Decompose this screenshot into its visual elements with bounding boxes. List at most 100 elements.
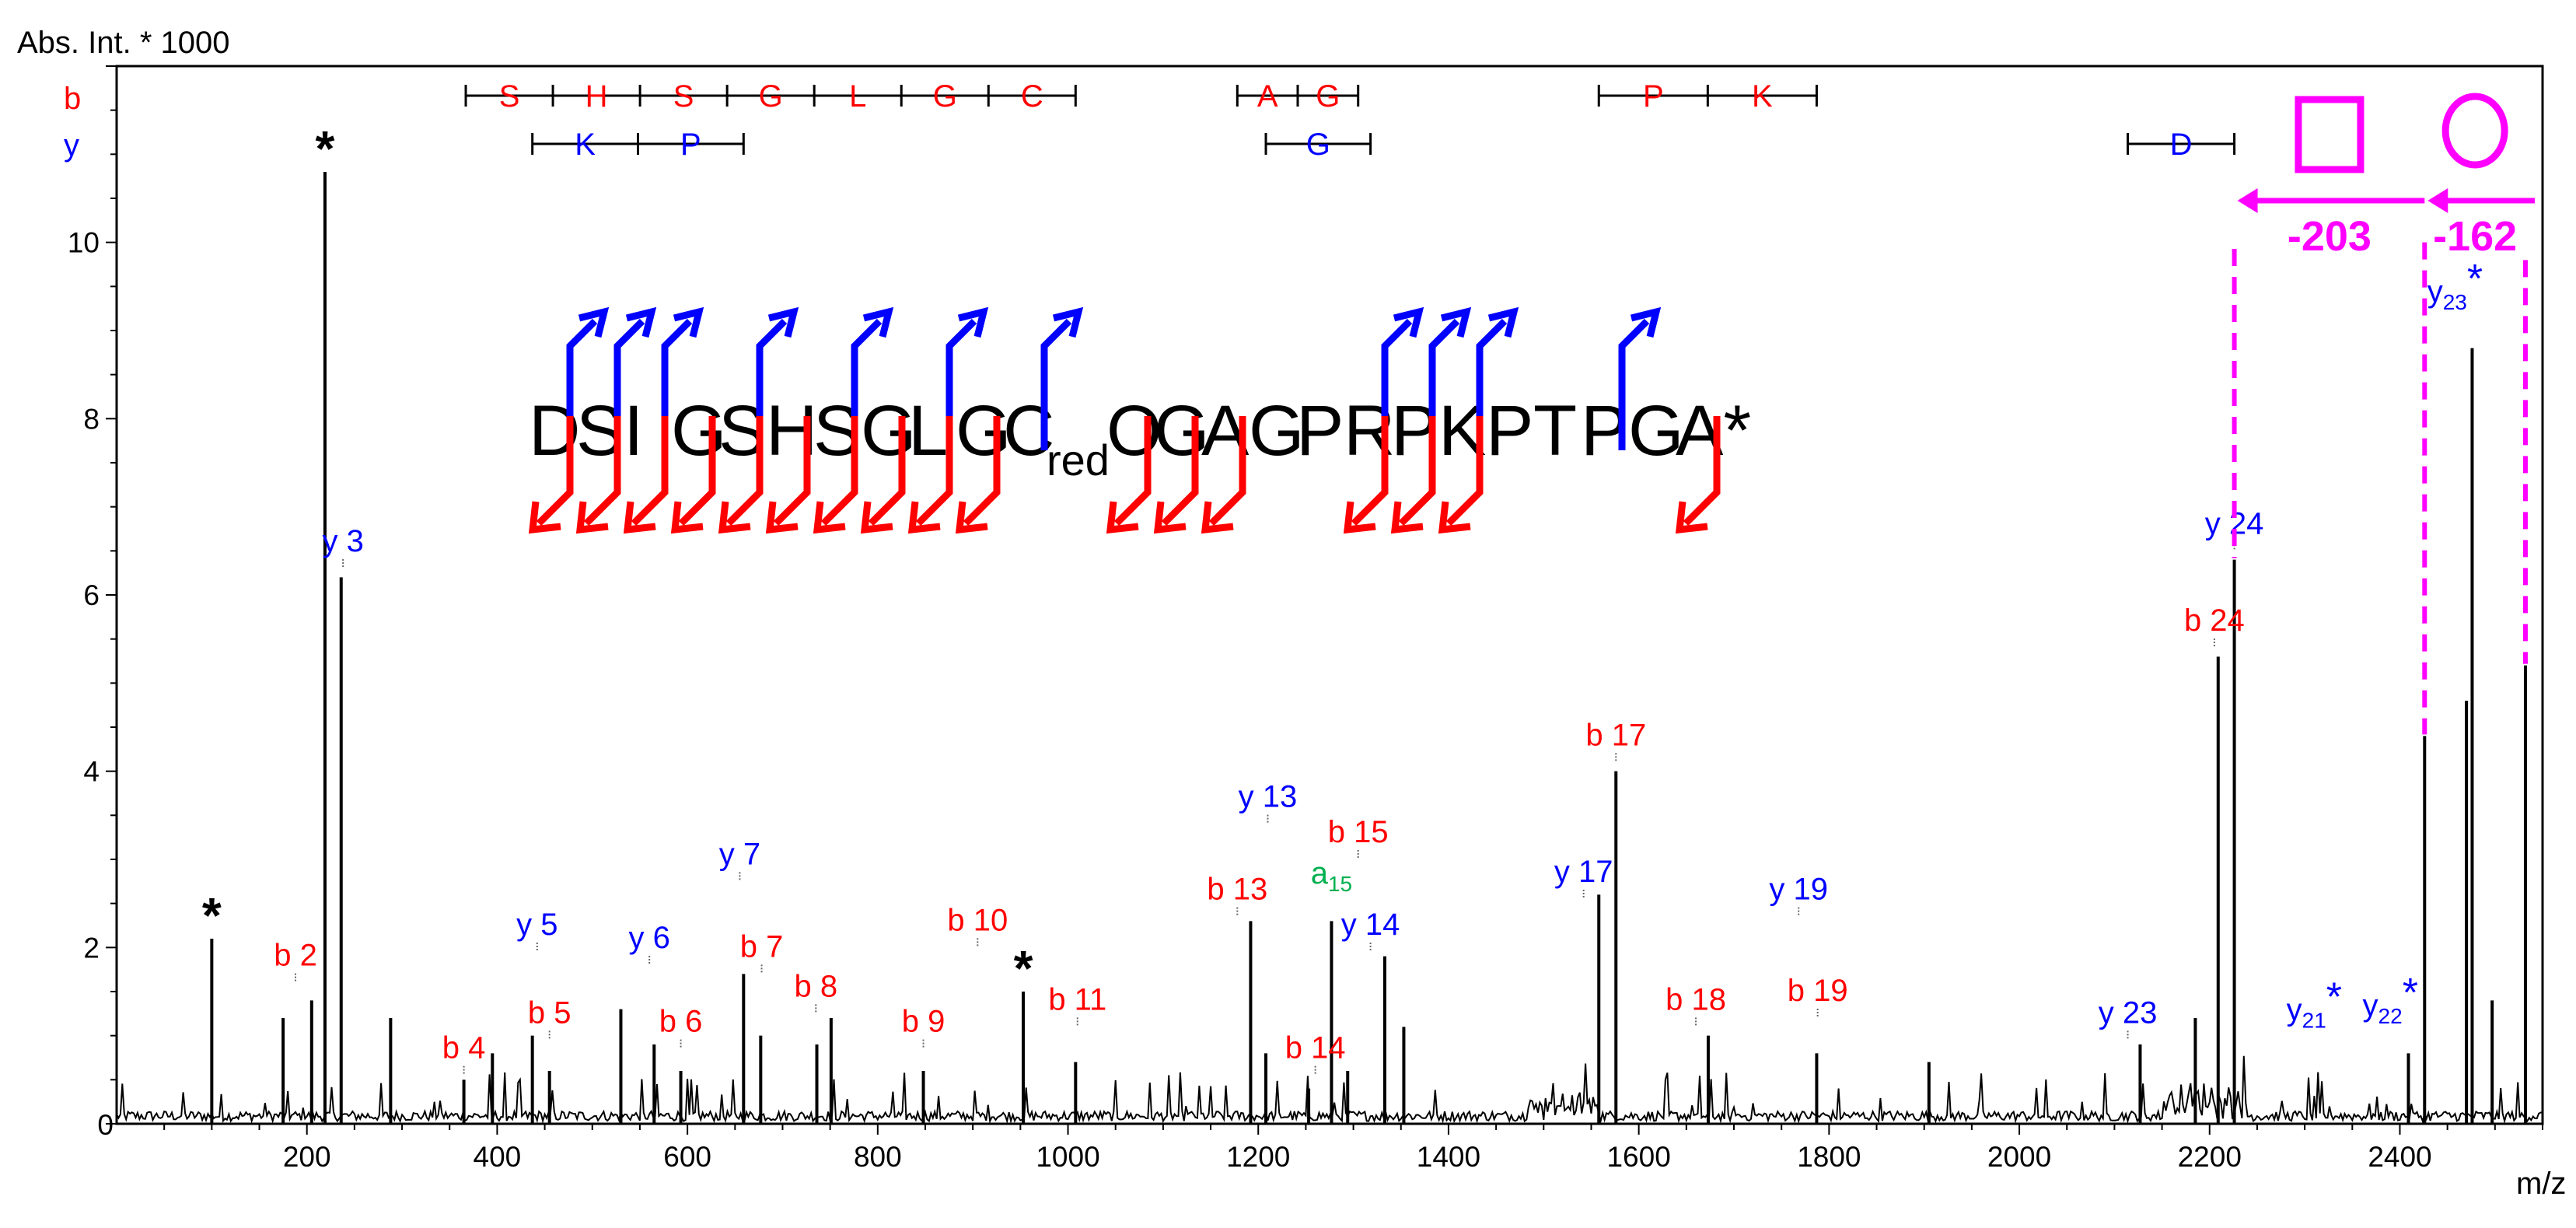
x-tick-label: 1800 [1797,1141,1861,1173]
gap-residue-label: S [673,79,694,114]
ion-label: y 7 [719,837,760,871]
y-cleavage-arrowhead [1487,306,1519,338]
b-cleavage-arrow [1445,416,1484,527]
ion-label: b 7 [740,929,784,964]
y-cleavage-arrow [566,318,598,450]
y-tick-label: 10 [68,227,100,259]
ion-label: b 14 [1285,1031,1346,1065]
x-axis-label: m/z [2516,1167,2566,1201]
y-tick-label: 6 [83,579,100,611]
y-cleavage-arrowhead [1393,306,1424,338]
ion-label: y 23 [2099,995,2158,1030]
sequence-residue: G [1628,391,1684,471]
y-cleavage-arrowhead [625,306,657,338]
x-tick-label: 1600 [1606,1141,1670,1173]
ion-label: y 3 [323,524,364,558]
b-cleavage-arrow [1113,416,1152,527]
ion-label: y 6 [628,921,669,955]
special-ion-subscript: 15 [1328,872,1352,896]
ion-label: b 13 [1207,873,1267,907]
b-cleavage-arrow [868,416,906,527]
b-cleavage-arrow [773,416,811,527]
y-cleavage-arrow [945,318,977,450]
gap-residue-label: K [1752,79,1773,114]
sequence-residue: G [861,391,917,471]
gap-residue-label: H [585,79,608,114]
b-cleavage-arrowhead [1201,501,1234,534]
special-ion-subscript: 23 [2443,290,2467,314]
x-tick-label: 2000 [1987,1141,2051,1173]
y-cleavage-arrow [1618,318,1650,450]
gap-residue-label: K [575,128,596,162]
special-ion-label: y23* [2427,257,2483,314]
glycan-loss-arrowhead [2237,188,2258,213]
y-cleavage-arrowhead [578,306,610,338]
b-cleavage-arrowhead [765,501,799,534]
y-cleavage-arrow [851,318,883,450]
b-cleavage-arrow [1161,416,1199,527]
sequence-residue: G [671,391,727,471]
y-cleavage-arrow [1040,318,1072,450]
sequence-residue: G [1249,391,1305,471]
gap-residue-label: G [1306,128,1330,162]
b-cleavage-arrowhead [718,501,751,534]
b-cleavage-arrow [725,416,764,527]
b-series-label: b [64,82,81,116]
glycan-loss-label: -203 [2288,213,2372,260]
peak-star-label: * [1014,940,1033,996]
glycan-circle-icon [2441,93,2508,169]
peak-star-label: * [315,121,334,177]
y-axis-label: Abs. Int. * 1000 [17,26,230,60]
ion-label: b 24 [2184,604,2245,638]
y-cleavage-arrowhead [1630,306,1662,338]
b-cleavage-arrow [678,416,716,527]
ion-label: b 2 [274,939,317,973]
b-cleavage-arrowhead [860,501,893,534]
gap-residue-label: D [2170,128,2193,162]
ion-label: y 14 [1341,908,1400,942]
ion-label: y 13 [1239,780,1298,814]
y-cleavage-arrowhead [767,306,799,338]
sequence-residue: T [1533,391,1577,471]
ion-label: b 11 [1048,982,1106,1016]
ion-label: b 19 [1788,974,1848,1008]
y-series-label: y [64,128,79,163]
x-tick-label: 2200 [2178,1141,2242,1173]
ion-label: b 6 [659,1005,703,1039]
sequence-residue: P [1486,391,1533,471]
special-ion-star: * [2326,975,2342,1020]
peak-star-label: * [202,887,222,943]
gap-residue-label: G [1316,79,1340,114]
b-cleavage-arrowhead [1106,501,1139,534]
gap-residue-label: P [1643,79,1664,114]
y-cleavage-arrow [661,318,693,450]
sequence-residue: P [1296,391,1344,471]
b-cleavage-arrowhead [1390,501,1424,534]
ion-label: b 8 [794,969,837,1003]
b-cleavage-arrowhead [1153,501,1187,534]
y-cleavage-arrowhead [1052,306,1084,338]
baseline-noise [116,1055,2543,1125]
gap-residue-label: G [759,79,783,114]
x-tick-label: 200 [283,1141,331,1173]
b-cleavage-arrow [536,416,574,527]
y-tick-label: 8 [83,403,100,435]
x-tick-label: 1000 [1036,1141,1099,1173]
ion-label: b 5 [528,995,571,1030]
gap-residue-label: A [1257,79,1278,114]
special-ion-subscript: 22 [2379,1004,2403,1028]
y-cleavage-arrowhead [862,306,894,338]
ion-label: b 18 [1665,982,1726,1016]
ion-label: b 17 [1585,718,1646,752]
gap-residue-label: P [680,128,701,162]
special-ion-main: a [1311,856,1329,890]
gap-residue-label: S [499,79,520,114]
x-tick-label: 1400 [1417,1141,1480,1173]
sequence-residue: L [908,391,948,471]
ion-label: b 15 [1328,815,1389,849]
special-ion-main: y [2287,993,2302,1027]
ion-label: b 4 [442,1031,486,1065]
sequence-subscript: red [1047,436,1110,485]
y-cleavage-arrow [756,318,788,450]
x-tick-label: 800 [854,1141,902,1173]
